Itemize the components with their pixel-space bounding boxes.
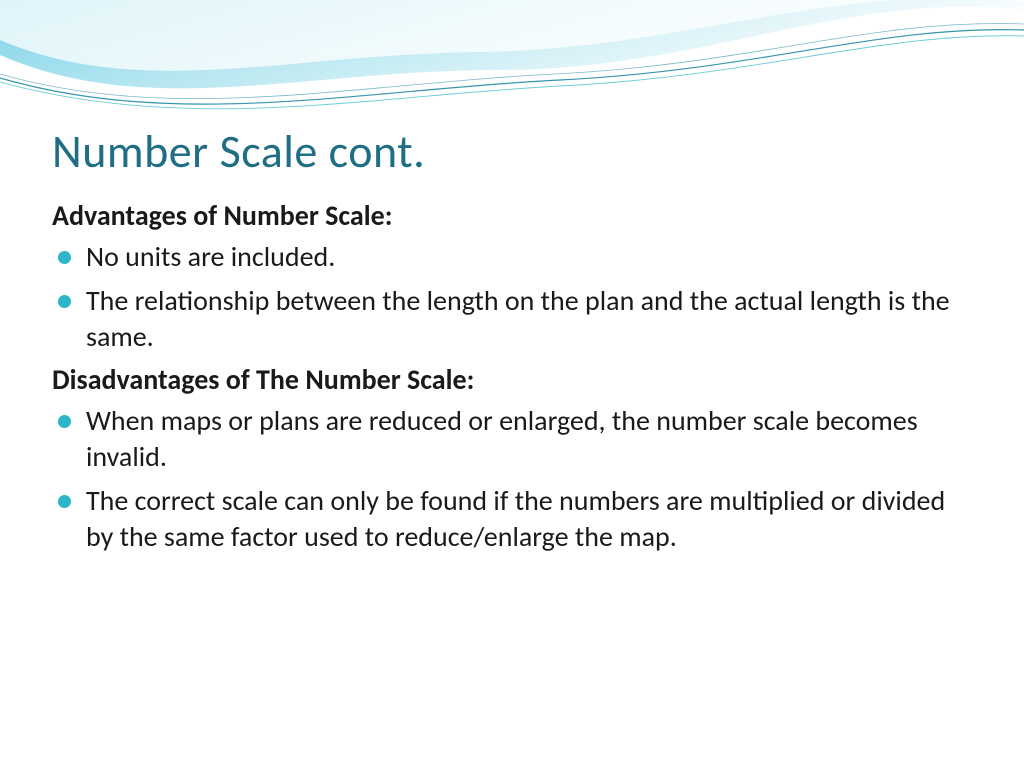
list-item: No units are included. [52,239,972,275]
slide-content: Number Scale cont. Advantages of Number … [52,124,972,563]
disadvantages-list: When maps or plans are reduced or enlarg… [52,403,972,554]
wave-header-decoration [0,0,1024,140]
list-item: When maps or plans are reduced or enlarg… [52,403,972,475]
advantages-list: No units are included. The relationship … [52,239,972,354]
list-item: The correct scale can only be found if t… [52,483,972,555]
list-item: The relationship between the length on t… [52,283,972,355]
slide-title: Number Scale cont. [52,124,972,180]
advantages-heading: Advantages of Number Scale: [52,198,972,233]
section-disadvantages: Disadvantages of The Number Scale: When … [52,362,972,554]
disadvantages-heading: Disadvantages of The Number Scale: [52,362,972,397]
section-advantages: Advantages of Number Scale: No units are… [52,198,972,354]
